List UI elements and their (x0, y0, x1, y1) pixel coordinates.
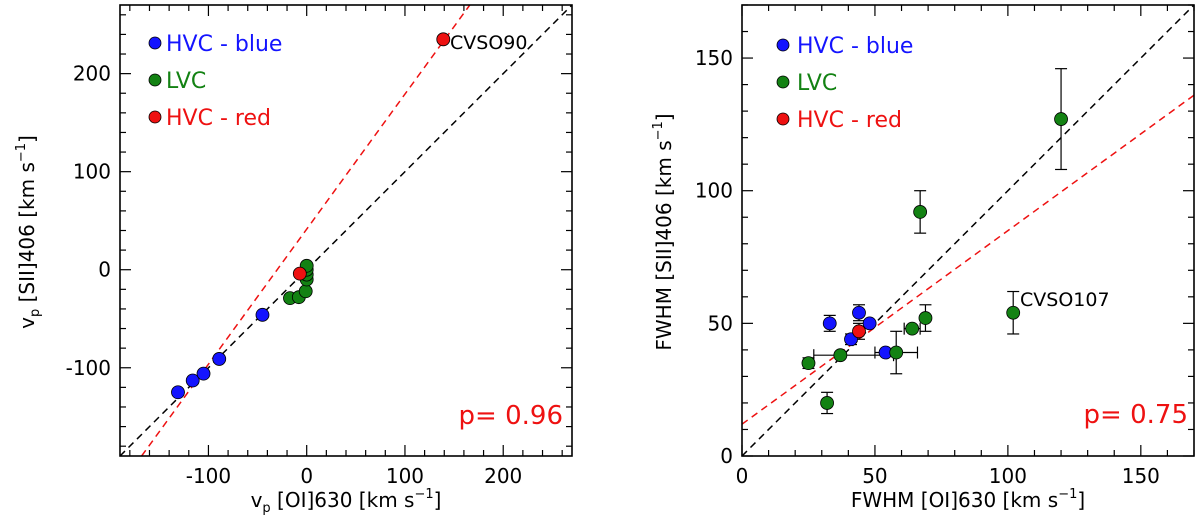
right-x-tick-label: 50 (862, 464, 887, 488)
right-legend-marker-hvc-red (777, 113, 789, 125)
left-y-axis-label: vp [SII]406 [km s−1] (14, 135, 43, 329)
right-legend-label-lvc: LVC (797, 71, 837, 96)
left-y-tick-label: -100 (66, 356, 111, 380)
right-y-tick-label: 0 (720, 444, 733, 468)
right-y-tick-label: 150 (695, 46, 733, 70)
right-panel: 0 50 100 150 0 50 100 150 HVC - blue LVC HVC - … (651, 5, 1194, 512)
left-legend-marker-lvc (149, 74, 161, 86)
right-annotation-cvso107: CVSO107 (1020, 289, 1110, 311)
left-x-tick-label: -100 (186, 464, 231, 488)
right-point-lvc-2 (834, 349, 847, 362)
left-y-tick-label: 200 (73, 62, 111, 86)
right-x-tick-label: 100 (989, 464, 1027, 488)
right-point-lvc-1 (821, 396, 834, 409)
left-point-lvc-2 (299, 285, 312, 298)
left-y-tick-label: 0 (98, 258, 111, 282)
left-x-tick-label: 0 (300, 464, 313, 488)
left-legend-marker-hvc-red (149, 111, 161, 123)
left-y-tick-label: 100 (73, 160, 111, 184)
right-x-tick-label: 150 (1122, 464, 1160, 488)
left-points (171, 33, 449, 399)
left-x-tick-label: 200 (484, 464, 522, 488)
left-point-hvc-red-0 (293, 267, 306, 280)
left-point-hvc-red-1 (437, 33, 450, 46)
right-point-hvc-blue-0 (823, 317, 836, 330)
right-y-tick-label: 50 (708, 311, 733, 335)
left-point-hvc-blue-0 (171, 386, 184, 399)
right-y-axis-label: FWHM [SII]406 [km s−1] (651, 113, 676, 350)
right-legend-marker-lvc (777, 76, 789, 88)
left-point-hvc-blue-4 (256, 308, 269, 321)
right-legend-label-hvc-blue: HVC - blue (797, 34, 913, 59)
right-point-hvc-blue-1 (852, 306, 865, 319)
right-point-lvc-8 (1055, 113, 1068, 126)
right-y-tick-label: 100 (695, 179, 733, 203)
right-x-tick-label: 0 (736, 464, 749, 488)
right-point-hvc-blue-3 (863, 317, 876, 330)
right-point-lvc-0 (802, 357, 815, 370)
figure: -100 0 100 200 -100 0 100 200 HVC - blue LVC HV… (0, 0, 1200, 528)
right-point-hvc-red-0 (852, 325, 865, 338)
right-fit-dashed (742, 95, 1194, 424)
right-points (802, 113, 1068, 410)
left-annotation-cvso90: CVSO90 (450, 32, 527, 54)
left-panel: -100 0 100 200 -100 0 100 200 HVC - blue LVC HV… (14, 5, 572, 516)
left-legend-label-lvc: LVC (166, 69, 206, 94)
right-legend-label-hvc-red: HVC - red (797, 108, 902, 133)
left-legend: HVC - blue LVC HVC - red (149, 32, 282, 131)
right-point-lvc-6 (919, 312, 932, 325)
left-legend-marker-hvc-blue (149, 37, 161, 49)
right-fit-line (742, 95, 1194, 424)
right-legend: HVC - blue LVC HVC - red (777, 34, 913, 133)
left-legend-label-hvc-red: HVC - red (166, 106, 271, 131)
right-point-lvc-4 (906, 322, 919, 335)
right-correlation-label: p= 0.75 (1084, 400, 1188, 430)
right-point-lvc-5 (914, 205, 927, 218)
left-x-tick-label: 100 (386, 464, 424, 488)
left-x-axis-label: vp [OI]630 [km s−1] (251, 487, 442, 516)
right-point-lvc-7 (1007, 306, 1020, 319)
left-point-hvc-blue-3 (213, 352, 226, 365)
left-point-hvc-blue-2 (197, 367, 210, 380)
right-legend-marker-hvc-blue (777, 39, 789, 51)
right-point-lvc-3 (890, 346, 903, 359)
left-correlation-label: p= 0.96 (459, 401, 563, 431)
right-x-axis-label: FWHM [OI]630 [km s−1] (851, 487, 1085, 512)
left-legend-label-hvc-blue: HVC - blue (166, 32, 282, 57)
